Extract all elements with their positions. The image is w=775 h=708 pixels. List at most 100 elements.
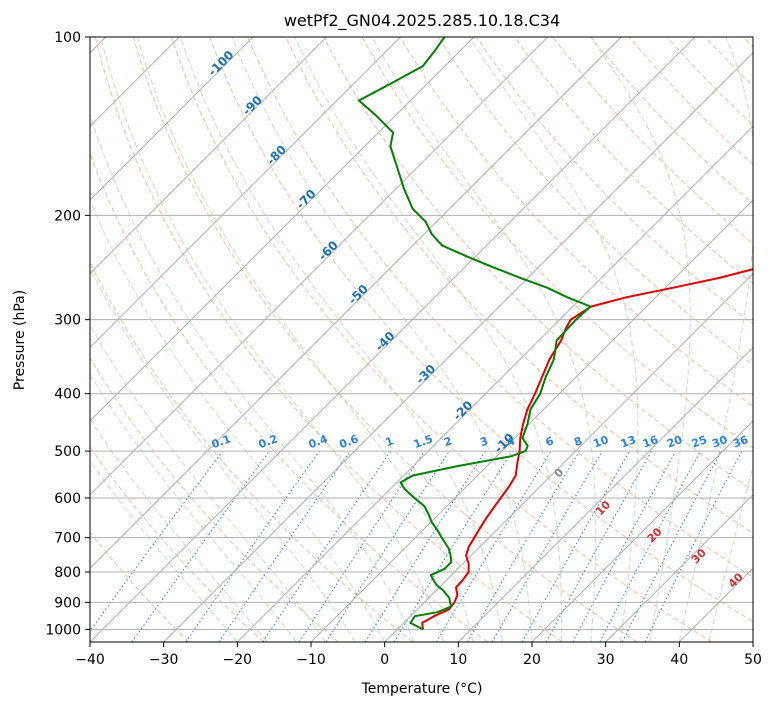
mixing-ratio-line	[521, 450, 630, 642]
isotherm-line	[605, 493, 753, 642]
x-tick-label: −40	[75, 652, 105, 668]
moist-adiabat-line	[90, 113, 415, 642]
mixing-ratio-label: 0.1	[210, 432, 233, 451]
isotherm-line	[90, 37, 475, 422]
moist-adiabat-line	[231, 37, 533, 642]
x-tick-label: 40	[670, 652, 688, 668]
moist-adiabat-line	[708, 464, 753, 642]
mixing-ratio-line	[218, 450, 351, 642]
mixing-ratio-label: 30	[710, 433, 729, 451]
isotherm-label: -100	[205, 48, 236, 79]
moist-adiabat-line	[371, 37, 597, 642]
background-lines	[90, 24, 775, 642]
moist-adiabat-line	[678, 37, 753, 642]
dry-adiabat-line	[90, 531, 190, 642]
mixing-ratio-label: 36	[731, 433, 750, 451]
moist-adiabat-line	[90, 373, 297, 642]
chart-title: wetPf2_GN04.2025.285.10.18.C34	[284, 11, 560, 31]
mixing-ratio-line	[644, 450, 743, 642]
x-tick-label: −30	[149, 652, 179, 668]
moist-adiabat-line	[90, 418, 268, 642]
y-tick-label: 1000	[45, 622, 81, 638]
y-tick-label: 800	[54, 565, 81, 581]
isotherm-line	[752, 641, 753, 642]
y-tick-label: 700	[54, 531, 81, 547]
mixing-ratio-label: 4	[505, 434, 517, 449]
mixing-ratio-line	[435, 450, 552, 642]
isotherm-label: -10	[492, 430, 517, 455]
mixing-ratio-label: 6	[544, 434, 556, 449]
isotherm-line	[90, 37, 622, 570]
x-tick-label: 50	[744, 652, 762, 668]
dry-adiabat-line	[132, 37, 638, 642]
mixing-ratio-line	[131, 450, 270, 642]
isotherm-line	[531, 420, 753, 642]
mixing-ratio-label: 10	[591, 433, 610, 451]
dry-adiabat-line	[90, 260, 414, 642]
dry-adiabat-line	[514, 37, 753, 285]
isotherm-label: -40	[372, 329, 397, 354]
dry-adiabat-line	[704, 37, 753, 87]
x-tick-label: 20	[523, 652, 541, 668]
moist-adiabat-line	[90, 460, 238, 642]
dry-adiabat-line	[590, 37, 753, 205]
moist-adiabat-line	[136, 37, 474, 642]
mixing-ratio-label: 25	[690, 433, 709, 450]
moist-adiabat-line	[590, 37, 691, 642]
mixing-ratio-line	[262, 450, 392, 642]
dry-adiabat-line	[90, 446, 264, 642]
y-tick-label: 500	[54, 444, 81, 460]
dry-adiabat-line	[170, 37, 712, 642]
mixing-ratio-label: 0.6	[338, 432, 361, 451]
y-tick-label: 300	[54, 313, 81, 329]
mixing-ratio-label: 1	[384, 434, 396, 449]
isotherm-line	[90, 37, 328, 275]
dewpoint-profile-line	[357, 37, 592, 631]
y-tick-label: 100	[54, 30, 81, 46]
y-axis-label: Pressure (hPa)	[12, 290, 28, 390]
x-tick-label: −20	[223, 652, 253, 668]
moist-adiabat-label: 40	[726, 570, 746, 590]
dry-adiabat-line	[399, 37, 753, 407]
mixing-ratio-line	[298, 450, 425, 642]
isotherm-label: -80	[264, 142, 289, 167]
y-tick-label: 400	[54, 387, 81, 403]
isotherm-line	[236, 125, 753, 642]
isotherm-line	[384, 272, 753, 642]
mixing-ratio-label: 2	[442, 434, 454, 449]
mixing-ratio-label: 8	[572, 434, 584, 449]
isotherm-line	[90, 37, 696, 642]
x-axis-label: Temperature (°C)	[361, 681, 483, 697]
mixing-ratio-label: 13	[619, 433, 638, 450]
mixing-ratio-line	[90, 450, 223, 632]
moist-adiabat-line	[100, 37, 445, 642]
mixing-ratio-label: 20	[665, 433, 684, 451]
moist-adiabat-line	[90, 199, 386, 642]
mixing-ratio-line	[467, 450, 580, 642]
mixing-ratio-label: 1.5	[412, 432, 435, 451]
temperature-profile-line	[421, 268, 753, 630]
isotherm-line	[457, 346, 753, 642]
y-tick-label: 600	[54, 491, 81, 507]
x-tick-label: −10	[296, 652, 326, 668]
moist-adiabat-line	[468, 37, 639, 642]
y-tick-label: 200	[54, 208, 81, 224]
x-tick-label: 0	[380, 652, 389, 668]
isotherm-line	[90, 37, 254, 201]
y-axis-ticks: 100 200 300 400 500 600 700 800 900 1000	[45, 30, 90, 638]
dry-adiabat-line	[94, 37, 563, 642]
isotherm-line	[90, 37, 549, 496]
isotherm-label: -20	[450, 398, 475, 423]
dry-adiabat-line	[247, 37, 753, 578]
mixing-ratio-line	[545, 450, 653, 642]
plot-frame	[89, 36, 754, 643]
mixing-ratio-label: 3	[478, 434, 490, 449]
mixing-ratio-label: 16	[641, 433, 660, 451]
mixing-ratio-line	[325, 450, 450, 642]
dry-adiabat-line	[769, 24, 775, 642]
x-axis-ticks: −40 −30 −20 −10 0 10 20 30 40 50	[75, 642, 762, 668]
isotherm-label: -50	[346, 282, 371, 307]
moist-adiabat-line	[90, 267, 356, 642]
moist-adiabat-label: 30	[689, 546, 709, 566]
